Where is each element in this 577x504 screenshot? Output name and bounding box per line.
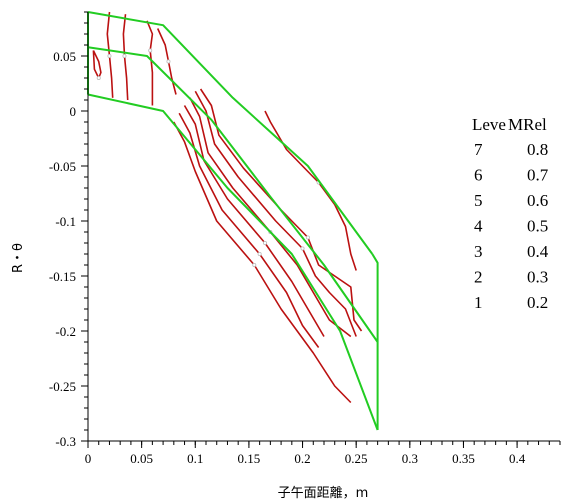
contour-line-level-2 [173,121,352,404]
x-tick-label: 0 [85,451,92,466]
contour-line-level-6 [194,90,357,337]
legend-value: 0.3 [527,268,548,287]
contour-label-marker [107,54,112,59]
legend-value: 0.4 [527,242,549,261]
contour-label-marker [148,48,153,53]
legend-value: 0.7 [527,166,549,185]
boundary-line [87,46,379,343]
axes: 0 0.05 0.1 0.15 0.2 0.25 0.3 0.35 0.40.050-0.05-… [49,11,561,466]
contour-label-marker [122,54,127,59]
x-tick-label: 0.05 [130,451,153,466]
x-axis-title: 子午面距離，m [278,486,369,501]
legend-header-value: MRel [508,115,547,134]
contour-label-marker [300,246,305,251]
y-tick-label: -0.1 [55,214,76,229]
contour-line-level-3 [178,112,320,348]
legend-level: 2 [474,268,483,287]
y-tick-label: -0.15 [49,269,76,284]
contour-label-marker [257,251,262,256]
legend-value: 0.5 [527,217,548,236]
legend-level: 6 [474,166,483,185]
x-tick-label: 0.2 [294,451,310,466]
plot-area [87,11,379,431]
y-tick-label: 0.05 [53,49,76,64]
legend-level: 1 [474,293,483,312]
legend-level: 5 [474,191,483,210]
x-tick-label: 0.4 [509,451,526,466]
y-tick-label: -0.2 [55,324,76,339]
y-tick-label: -0.3 [55,434,76,449]
contour-label-marker [305,235,310,240]
boundary-line [87,93,379,431]
x-tick-label: 0.3 [402,451,418,466]
y-tick-label: -0.25 [49,379,76,394]
contour-label-marker [166,59,171,64]
legend-value: 0.8 [527,140,548,159]
boundary-line [87,11,374,255]
x-tick-label: 0.35 [452,451,475,466]
x-tick-label: 0.1 [187,451,203,466]
contour-label-marker [262,240,267,245]
legend: Leve MRel 7 0.8 6 0.7 5 0.6 4 0.5 3 0.4 2 0.3 1 0.2 [472,115,549,312]
legend-header-level: Leve [472,115,506,134]
y-tick-label: -0.05 [49,159,76,174]
y-tick-label: 0 [70,104,77,119]
contour-line-level-4 [183,105,325,337]
boundary-line [371,253,379,430]
legend-level: 3 [474,242,483,261]
contour-label-marker [96,76,101,81]
contour-line-level-4 [146,20,154,106]
y-axis-title: R・θ [11,243,26,273]
contour-line-level-5 [189,97,352,338]
x-tick-label: 0.25 [345,451,368,466]
x-tick-label: 0.15 [238,451,261,466]
legend-value: 0.2 [527,293,548,312]
contour-label-marker [252,262,257,267]
legend-level: 7 [474,140,483,159]
legend-level: 4 [474,217,483,236]
contour-line-level-7 [92,50,102,79]
legend-value: 0.6 [527,191,548,210]
